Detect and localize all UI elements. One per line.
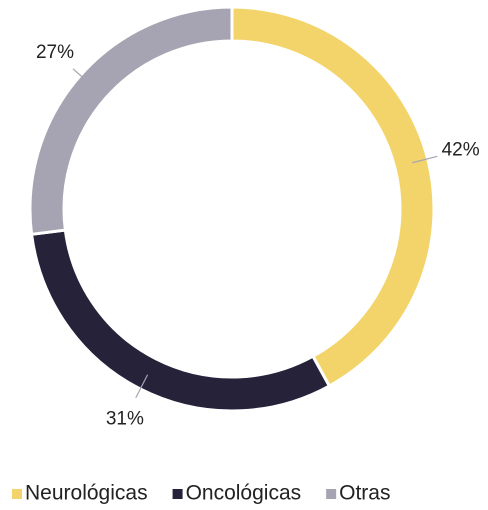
- leader-line: [412, 155, 438, 164]
- legend-swatch: [172, 489, 183, 499]
- legend-swatch: [12, 489, 22, 499]
- legend-swatch: [326, 489, 337, 499]
- legend-label: Otras: [339, 482, 390, 505]
- leader-line: [135, 374, 149, 399]
- data-label: 27%: [36, 42, 74, 63]
- legend-label: Oncológicas: [186, 482, 302, 505]
- leader-line: [72, 68, 93, 87]
- legend-label: Neurológicas: [25, 482, 148, 505]
- donut-slice: [28, 5, 234, 236]
- data-label: 31%: [106, 408, 144, 429]
- donut-slice: [29, 228, 332, 413]
- donut-slice: [230, 5, 436, 389]
- data-label: 42%: [442, 139, 480, 160]
